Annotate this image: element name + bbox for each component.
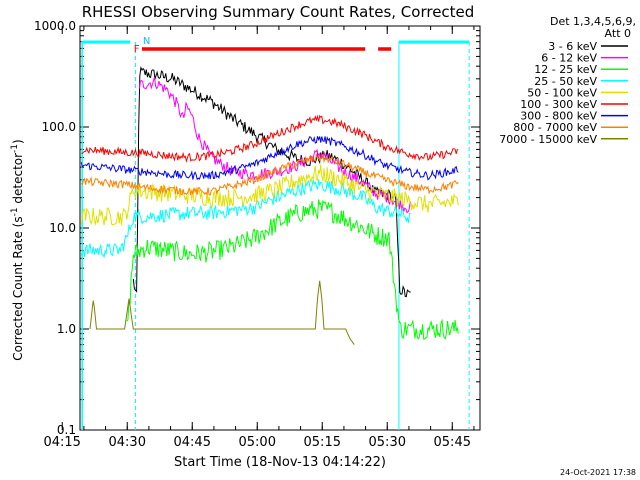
legend-label-100-300-kev: 100 - 300 keV <box>520 98 597 111</box>
series-line-12-25-kev <box>126 199 459 340</box>
legend-label-12-25-kev: 12 - 25 keV <box>534 63 597 76</box>
legend-label-300-800-kev: 300 - 800 keV <box>520 110 597 123</box>
legend-label-25-50-kev: 25 - 50 keV <box>534 75 597 88</box>
series-line-50-100-kev <box>80 164 459 227</box>
y-tick-label: 100.0 <box>42 120 76 134</box>
annotation-f: F <box>134 44 140 55</box>
x-tick-label: 05:00 <box>239 435 276 450</box>
footer-timestamp: 24-Oct-2021 17:38 <box>560 468 636 477</box>
x-tick-label: 05:45 <box>434 435 471 450</box>
x-tick-label: 04:30 <box>109 435 146 450</box>
legend-label-50-100-kev: 50 - 100 keV <box>527 86 597 99</box>
series-line-300-800-kev <box>80 135 459 181</box>
legend-label-7000-15000-kev: 7000 - 15000 keV <box>499 133 597 146</box>
legend-label-800-7000-kev: 800 - 7000 keV <box>513 121 597 134</box>
legend-header-line1: Det 1,3,4,5,6,9, <box>550 15 636 28</box>
legend-label-3-6-kev: 3 - 6 keV <box>548 40 597 53</box>
y-tick-label: 1000.0 <box>34 19 76 33</box>
series-line-25-50-kev <box>80 179 411 259</box>
chart-title: RHESSI Observing Summary Count Rates, Co… <box>82 3 475 21</box>
x-tick-label: 04:45 <box>174 435 211 450</box>
legend-label-6-12-kev: 6 - 12 keV <box>541 52 597 65</box>
x-tick-label: 05:30 <box>369 435 406 450</box>
y-axis-label: Corrected Count Rate (s-1 detector-1) <box>10 139 25 360</box>
series-line-800-7000-kev <box>80 153 459 196</box>
x-axis-label: Start Time (18-Nov-13 04:14:22) <box>174 455 386 470</box>
annotation-n: N <box>143 36 150 47</box>
series-line-100-300-kev <box>81 114 459 164</box>
x-tick-label: 04:15 <box>43 435 80 450</box>
x-tick-label: 05:15 <box>304 435 341 450</box>
y-tick-label: 10.0 <box>49 221 76 235</box>
legend-header-line2: Att 0 <box>605 27 631 40</box>
y-tick-label: 1.0 <box>57 322 76 336</box>
y-tick-label: 0.1 <box>57 423 76 437</box>
series-line-7000-15000-kev <box>89 280 355 345</box>
